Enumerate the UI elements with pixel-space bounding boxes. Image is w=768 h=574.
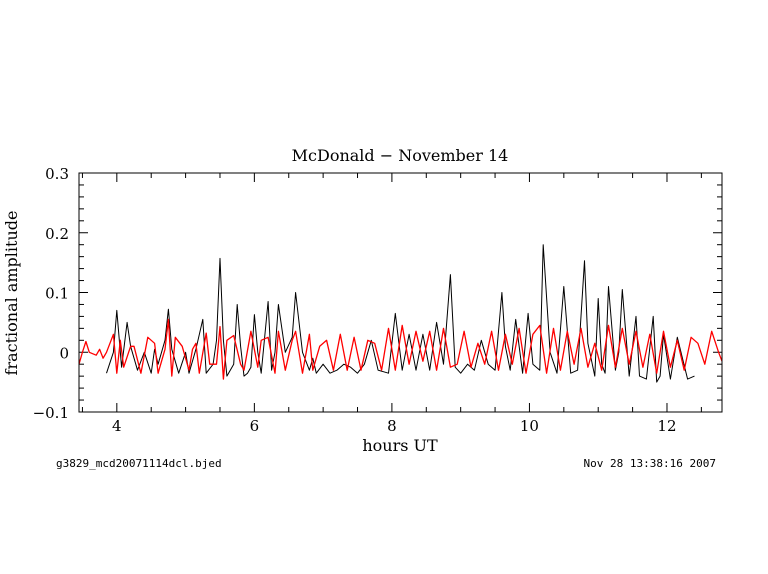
x-tick-label: 6 bbox=[250, 417, 260, 435]
y-tick-label: 0 bbox=[59, 344, 69, 362]
y-tick-label: 0.3 bbox=[45, 165, 69, 183]
series-line-model bbox=[79, 318, 722, 380]
series-line-observed bbox=[106, 244, 695, 383]
source-file-name: g3829_mcd20071114dcl.bjed bbox=[56, 457, 222, 470]
plot-timestamp: Nov 28 13:38:16 2007 bbox=[583, 457, 716, 470]
x-tick-label: 8 bbox=[387, 417, 397, 435]
x-axis-label: hours UT bbox=[362, 436, 438, 455]
x-tick-label: 12 bbox=[657, 417, 676, 435]
y-tick-label: 0.1 bbox=[45, 285, 69, 303]
axis-ticks: 4 6 8 10 12 −0.1 0 0.1 0.2 0.3 bbox=[33, 165, 722, 435]
y-axis-label: fractional amplitude bbox=[2, 211, 21, 376]
chart-title: McDonald − November 14 bbox=[292, 146, 509, 165]
series-layer bbox=[79, 244, 722, 383]
y-tick-label: −0.1 bbox=[33, 404, 69, 422]
plot-frame bbox=[78, 172, 723, 413]
y-tick-label: 0.2 bbox=[45, 225, 69, 243]
x-tick-label: 10 bbox=[520, 417, 539, 435]
x-tick-label: 4 bbox=[112, 417, 122, 435]
